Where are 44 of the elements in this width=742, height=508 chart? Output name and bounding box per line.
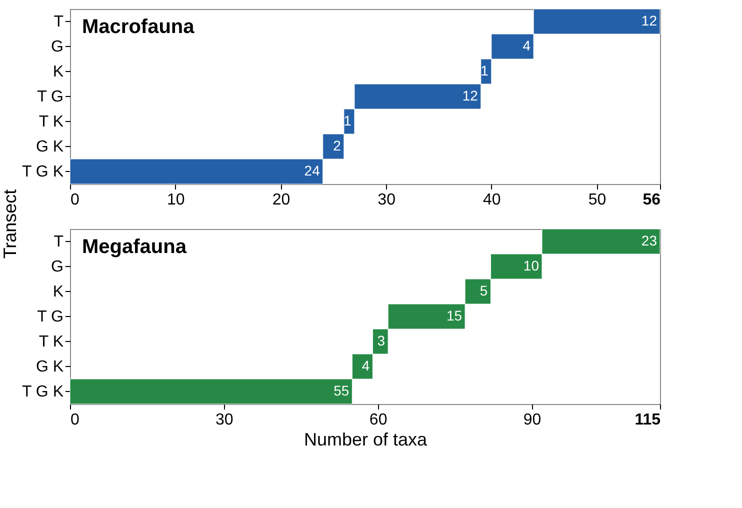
y-tick-label: T K [38, 114, 64, 130]
data-label: 15 [446, 308, 462, 324]
data-label: 3 [377, 332, 386, 348]
y-tick-label: G [51, 38, 64, 56]
y-tick-label: T G K [22, 164, 64, 180]
x-tick-label: 0 [70, 412, 80, 428]
y-tick-label: K [52, 284, 64, 300]
data-label: 23 [641, 232, 658, 248]
x-tick-label: 90 [523, 412, 542, 428]
data-label: 10 [523, 258, 540, 274]
y-tick-label: G K [36, 138, 64, 156]
chart-title: Megafauna [82, 236, 188, 258]
data-label: 24 [304, 162, 320, 178]
y-axis-title: Transect [0, 189, 20, 259]
data-label: 1 [344, 112, 352, 128]
x-tick-label: 40 [483, 192, 501, 208]
data-label: 12 [462, 88, 478, 104]
y-tick-label: T [54, 14, 64, 30]
y-tick-label: T G [37, 88, 64, 106]
data-label: 55 [334, 382, 350, 398]
y-tick-label: G [51, 258, 64, 276]
y-tick-label: G K [36, 358, 64, 376]
x-tick-label: 0 [70, 192, 80, 208]
data-label: 12 [641, 12, 658, 28]
x-tick-label: 56 [642, 192, 661, 208]
x-tick-label: 10 [166, 192, 185, 208]
y-tick-label: T G K [22, 384, 64, 400]
x-tick-label: 30 [378, 192, 396, 208]
chart-title: Macrofauna [82, 16, 196, 38]
data-label: 4 [362, 358, 370, 374]
x-tick-label: 60 [369, 412, 388, 428]
data-label: 1 [480, 62, 489, 78]
x-axis-title: Number of taxa [304, 430, 428, 450]
x-tick-label: 50 [588, 192, 606, 208]
y-tick-label: T K [38, 334, 64, 350]
data-label: 4 [522, 38, 531, 54]
y-tick-label: T [54, 234, 64, 250]
data-label: 2 [333, 138, 342, 154]
y-tick-label: T G [37, 308, 64, 326]
x-tick-label: 20 [272, 192, 290, 208]
x-tick-label: 30 [216, 412, 234, 428]
data-label: 5 [480, 282, 488, 298]
x-tick-label: 115 [634, 412, 661, 428]
y-tick-label: K [52, 64, 64, 80]
